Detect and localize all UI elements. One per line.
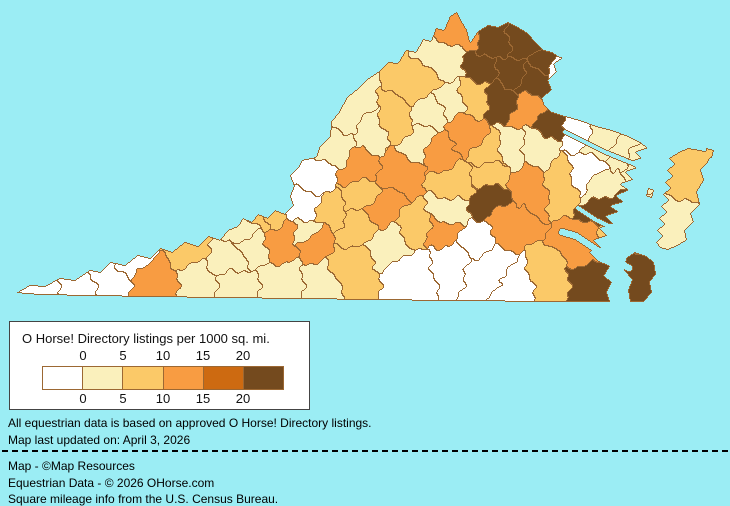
- legend-tick-label: 0: [79, 348, 87, 363]
- legend-swatch: [163, 367, 204, 389]
- legend-swatch: [123, 367, 164, 389]
- legend-swatch: [203, 367, 244, 389]
- legend-tick-label: 15: [195, 348, 211, 363]
- virginia-county-choropleth-map: [0, 0, 730, 320]
- legend-swatch: [43, 367, 84, 389]
- credit-equestrian-data: Equestrian Data - © 2026 OHorse.com: [8, 476, 215, 490]
- legend-ticks-bottom: 0 5 10 15 20: [43, 391, 287, 406]
- legend-tick-label: 10: [155, 348, 171, 363]
- legend-tick-label: 20: [235, 348, 251, 363]
- legend-tick-label: 10: [155, 391, 171, 406]
- legend-title: O Horse! Directory listings per 1000 sq.…: [22, 331, 270, 346]
- credit-square-mileage: Square mileage info from the U.S. Census…: [8, 492, 279, 506]
- legend-tick-label: 5: [119, 391, 127, 406]
- legend-color-strip: [42, 366, 284, 390]
- dashed-divider: [2, 450, 728, 452]
- legend-ticks-top: 0 5 10 15 20: [43, 348, 287, 363]
- note-data-source: All equestrian data is based on approved…: [8, 416, 372, 430]
- legend-box: O Horse! Directory listings per 1000 sq.…: [9, 321, 310, 410]
- legend-tick-label: 5: [119, 348, 127, 363]
- legend-tick-label: 20: [235, 391, 251, 406]
- legend-tick-label: 0: [79, 391, 87, 406]
- legend-swatch: [243, 367, 284, 389]
- legend-swatch: [83, 367, 124, 389]
- credit-map-resources: Map - ©Map Resources: [8, 459, 135, 473]
- note-last-updated: Map last updated on: April 3, 2026: [8, 433, 191, 447]
- legend-tick-label: 15: [195, 391, 211, 406]
